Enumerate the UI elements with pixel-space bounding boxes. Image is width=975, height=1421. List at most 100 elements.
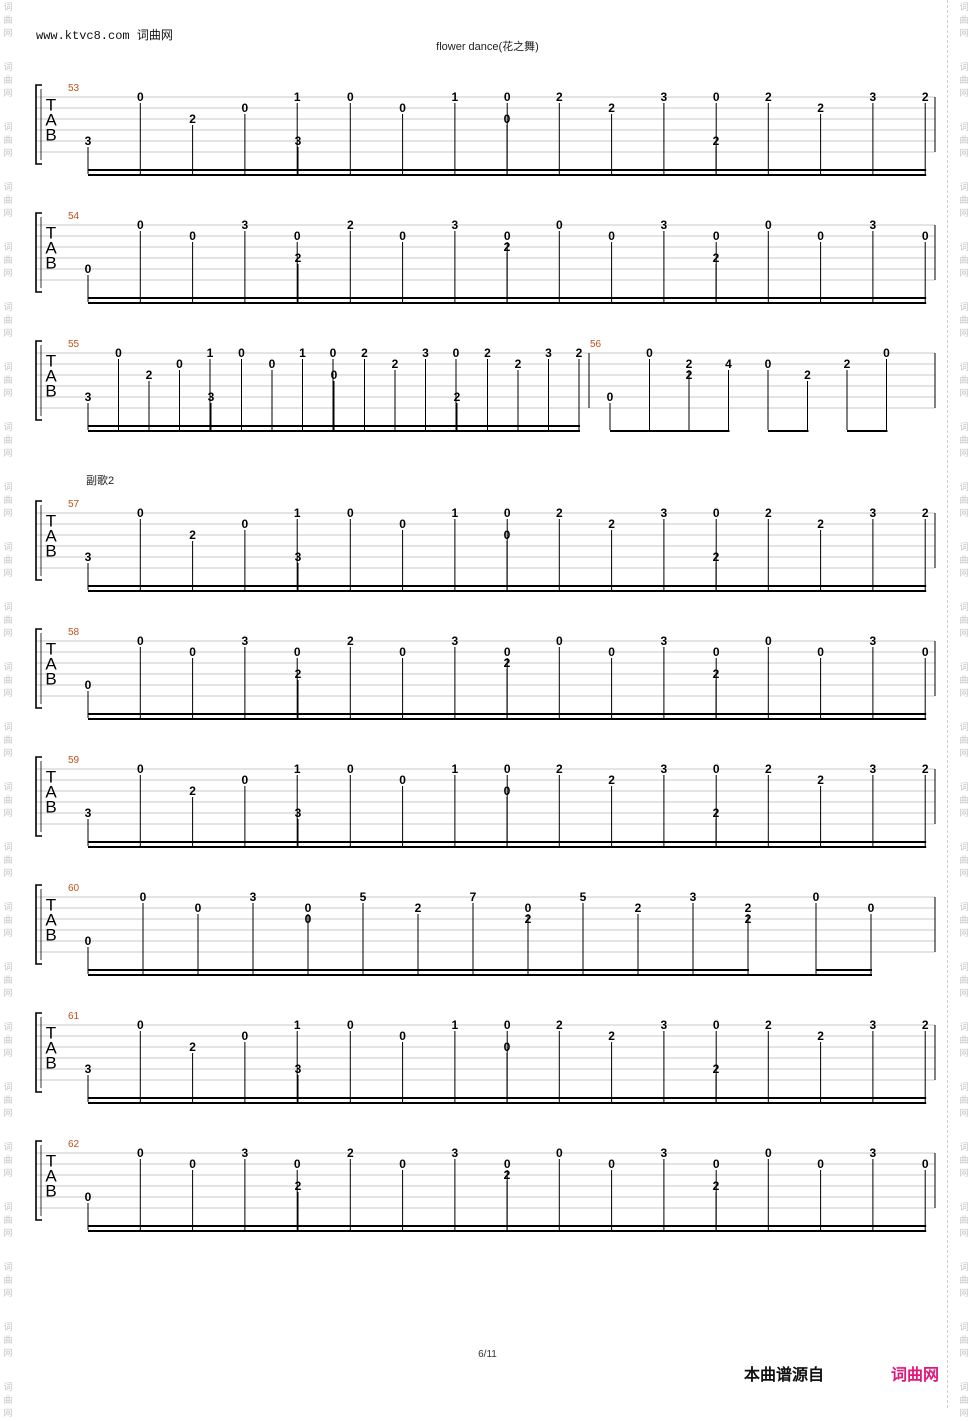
watermark-char: 曲 <box>3 1156 13 1166</box>
watermark-char: 网 <box>3 689 13 699</box>
fret-number: 2 <box>817 101 824 115</box>
fret-number: 2 <box>817 517 824 531</box>
tab-clef-letter: T <box>46 1152 56 1171</box>
fret-number: 0 <box>347 762 354 776</box>
fret-number: 2 <box>765 762 772 776</box>
beam <box>298 590 509 592</box>
fret-number: 0 <box>453 346 460 360</box>
beam <box>88 430 211 432</box>
watermark-char: 曲 <box>959 376 969 386</box>
watermark-char: 曲 <box>3 316 13 326</box>
score-title: flower dance(花之舞) <box>436 41 539 53</box>
fret-number: 0 <box>294 229 301 243</box>
fret-number: 2 <box>525 912 532 926</box>
watermark-char: 词 <box>959 483 969 493</box>
fret-number: 3 <box>870 90 877 104</box>
fret-number: 2 <box>922 90 929 104</box>
beam <box>88 713 299 715</box>
measure-number: 55 <box>68 339 80 350</box>
watermark-char: 词 <box>959 123 969 133</box>
fret-number: 0 <box>294 645 301 659</box>
watermark-char: 词 <box>959 1023 969 1033</box>
fret-number: 0 <box>646 346 653 360</box>
measure-number: 57 <box>68 499 80 510</box>
beam <box>88 174 299 176</box>
fret-number: 0 <box>608 645 615 659</box>
watermark-char: 词 <box>959 303 969 313</box>
watermark-char: 词 <box>959 783 969 793</box>
fret-number: 0 <box>504 506 511 520</box>
beam <box>716 297 927 299</box>
fret-number: 0 <box>305 912 312 926</box>
measure-number: 61 <box>68 1011 80 1022</box>
site-header[interactable]: www.ktvc8.com 词曲网 <box>36 29 173 43</box>
fret-number: 1 <box>294 1018 301 1032</box>
fret-number: 0 <box>242 1029 249 1043</box>
watermark-stamp: 词曲网 <box>1 542 15 581</box>
watermark-stamp: 词曲网 <box>957 1142 971 1181</box>
watermark-char: 曲 <box>959 256 969 266</box>
watermark-char: 曲 <box>959 1096 969 1106</box>
watermark-char: 网 <box>3 1109 13 1119</box>
fret-number: 0 <box>713 1157 720 1171</box>
watermark-char: 网 <box>3 389 13 399</box>
beam <box>88 841 299 843</box>
beam <box>507 1230 718 1232</box>
watermark-char: 网 <box>3 1169 13 1179</box>
watermark-stamp: 词曲网 <box>1 962 15 1001</box>
fret-number: 2 <box>686 357 693 371</box>
watermark-char: 曲 <box>959 196 969 206</box>
beam <box>298 713 509 715</box>
fret-number: 2 <box>804 368 811 382</box>
fret-number: 2 <box>713 806 720 820</box>
fret-number: 2 <box>454 390 461 404</box>
fret-number: 0 <box>137 90 144 104</box>
fret-number: 2 <box>765 506 772 520</box>
watermark-stamp: 词曲网 <box>1 122 15 161</box>
fret-number: 3 <box>661 634 668 648</box>
fret-number: 2 <box>295 251 302 265</box>
watermark-char: 曲 <box>3 16 13 26</box>
watermark-char: 网 <box>959 89 969 99</box>
beam <box>716 585 927 587</box>
fret-number: 0 <box>608 229 615 243</box>
fret-number: 0 <box>85 1190 92 1204</box>
beam <box>211 430 334 432</box>
beam <box>88 169 299 171</box>
brand-logo[interactable]: 词曲网 <box>891 1367 940 1384</box>
fret-number: 0 <box>85 262 92 276</box>
watermark-char: 曲 <box>959 136 969 146</box>
beam <box>748 974 872 976</box>
watermark-char: 词 <box>3 723 13 733</box>
fret-number: 2 <box>556 762 563 776</box>
measure-number: 62 <box>68 1139 80 1150</box>
fret-number: 0 <box>115 346 122 360</box>
beam <box>457 425 580 427</box>
fret-number: 3 <box>295 134 302 148</box>
watermark-char: 词 <box>959 1263 969 1273</box>
watermark-char: 网 <box>959 749 969 759</box>
beat-group: 0 0 2 <box>607 346 693 432</box>
fret-number: 3 <box>870 506 877 520</box>
watermark-char: 曲 <box>959 16 969 26</box>
beam <box>88 1230 299 1232</box>
watermark-char: 词 <box>3 183 13 193</box>
watermark-char: 词 <box>959 723 969 733</box>
fret-number: 0 <box>813 890 820 904</box>
fret-number: 5 <box>580 890 587 904</box>
watermark-stamp: 词曲网 <box>957 242 971 281</box>
tab-clef-letter: T <box>46 1024 56 1043</box>
beam <box>507 1225 718 1227</box>
tab-clef-letter: T <box>46 640 56 659</box>
fret-number: 0 <box>189 645 196 659</box>
tab-system: TAB 53 3 0 2 0 1 3 0 0 1 0 0 2 2 3 0 2 2 2 3 2 <box>35 83 936 176</box>
fret-number: 0 <box>504 645 511 659</box>
fret-number: 0 <box>765 634 772 648</box>
watermark-char: 曲 <box>3 256 13 266</box>
beam <box>298 169 509 171</box>
